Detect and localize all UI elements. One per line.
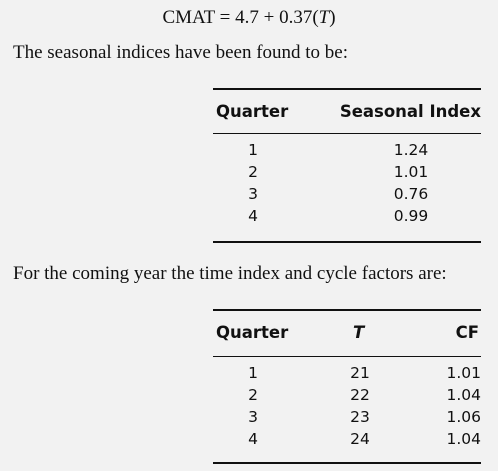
header-time-index: T: [353, 323, 365, 342]
cell-seasonal-index: 0.99: [393, 207, 429, 225]
cell-quarter: 1: [248, 141, 258, 159]
cell-cycle-factor: 1.01: [446, 364, 481, 382]
formula-rhs-prefix: = 4.7 + 0.37(: [219, 7, 319, 28]
cell-seasonal-index: 1.01: [393, 163, 429, 181]
cell-quarter: 4: [248, 430, 258, 448]
cell-quarter: 3: [248, 185, 258, 203]
table-rule-top: [213, 309, 481, 311]
table-rule-bottom: [213, 462, 481, 464]
formula-lhs: CMAT: [162, 7, 215, 28]
cell-time-index: 22: [350, 386, 370, 404]
cell-seasonal-index: 1.24: [393, 141, 429, 159]
table-rule-top: [213, 88, 481, 90]
cell-quarter: 2: [248, 163, 258, 181]
header-cycle-factor: CF: [455, 323, 479, 342]
seasonal-indices-intro: The seasonal indices have been found to …: [13, 42, 349, 63]
cell-time-index: 21: [350, 364, 370, 382]
cell-cycle-factor: 1.06: [446, 408, 481, 426]
cell-quarter: 3: [248, 408, 258, 426]
cell-quarter: 2: [248, 386, 258, 404]
seasonal-index-table: Quarter Seasonal Index 1 1.24 2 1.01 3 0…: [213, 88, 481, 248]
cell-seasonal-index: 0.76: [393, 185, 429, 203]
header-quarter: Quarter: [216, 323, 289, 342]
cell-quarter: 1: [248, 364, 258, 382]
header-quarter: Quarter: [216, 102, 289, 121]
cell-time-index: 24: [350, 430, 370, 448]
time-cycle-intro: For the coming year the time index and c…: [13, 263, 447, 284]
formula-variable: T: [318, 7, 330, 28]
cell-cycle-factor: 1.04: [446, 430, 481, 448]
table-rule-header: [213, 133, 481, 134]
header-seasonal-index: Seasonal Index: [339, 102, 481, 121]
cell-time-index: 23: [350, 408, 370, 426]
table-rule-header: [213, 356, 481, 357]
table-rule-bottom: [213, 241, 481, 243]
time-index-cycle-table: Quarter T CF 1 21 1.01 2 22 1.04 3 23 1.…: [213, 309, 481, 469]
cell-quarter: 4: [248, 207, 258, 225]
cell-cycle-factor: 1.04: [446, 386, 481, 404]
formula-rhs-suffix: ): [329, 7, 336, 28]
cmat-formula: CMAT = 4.7 + 0.37(T): [0, 7, 498, 29]
